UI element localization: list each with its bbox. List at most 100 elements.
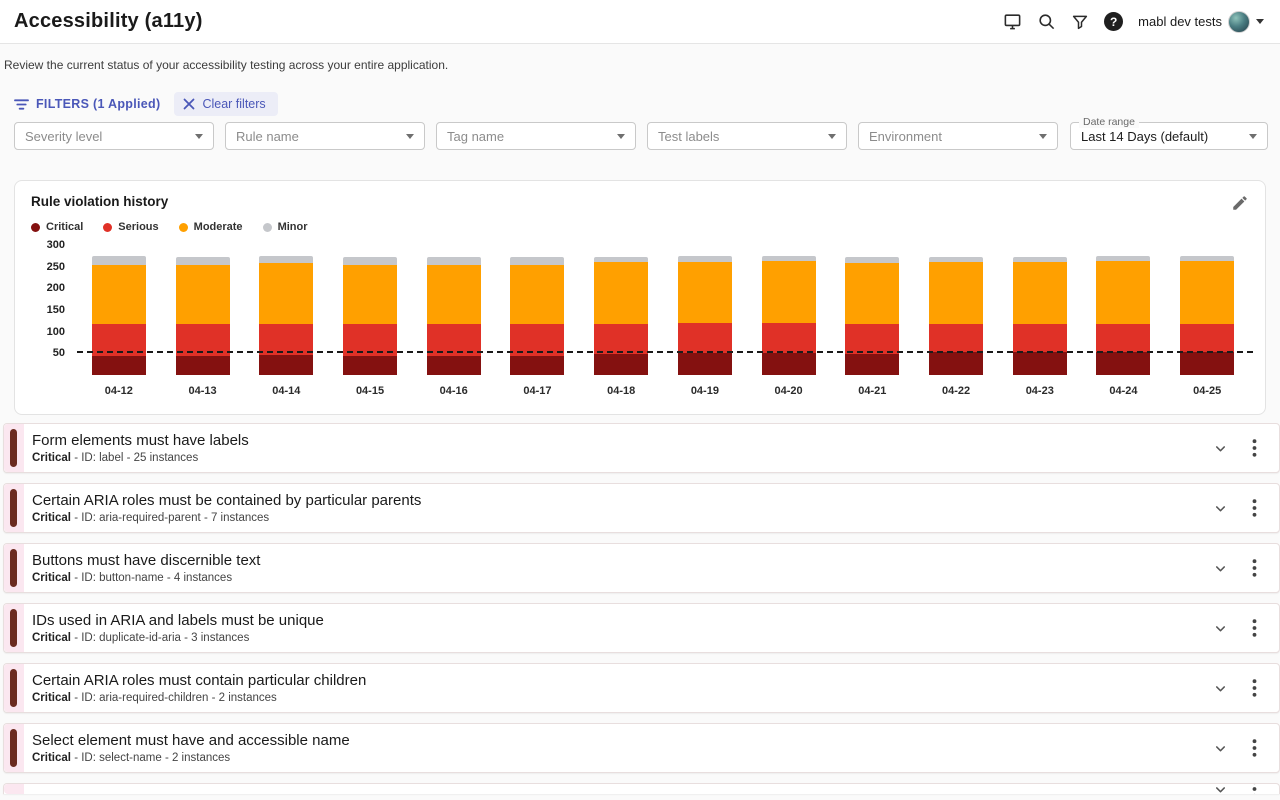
bar-segment-serious <box>426 324 481 356</box>
filter-dropdown[interactable]: Severity level <box>14 122 214 150</box>
bar-column <box>747 245 831 375</box>
violation-title: Buttons must have discernible text <box>32 552 261 569</box>
severity-label: Critical <box>32 572 71 584</box>
filters-row: FILTERS (1 Applied) Clear filters <box>14 92 1280 116</box>
bar-segment-critical <box>426 355 481 375</box>
chevron-down-icon[interactable] <box>1213 784 1228 794</box>
bar-column <box>1082 245 1166 375</box>
bar-segment-serious <box>1096 323 1151 353</box>
bar-segment-minor <box>845 256 900 264</box>
bar-segment-critical <box>1012 352 1067 375</box>
monitor-icon[interactable] <box>1003 12 1022 31</box>
bar-segment-critical <box>929 352 984 375</box>
stacked-bar <box>343 256 398 375</box>
bar-segment-serious <box>845 323 900 355</box>
chart-plot <box>77 245 1253 375</box>
chevron-down-icon[interactable] <box>1213 681 1228 696</box>
kebab-menu-icon[interactable] <box>1252 739 1257 757</box>
filter-dropdown[interactable]: Environment <box>858 122 1058 150</box>
kebab-menu-icon[interactable] <box>1252 499 1257 517</box>
stacked-bar <box>677 256 732 375</box>
bar-segment-serious <box>91 324 146 356</box>
bar-segment-serious <box>510 324 565 356</box>
stacked-bar <box>259 256 314 375</box>
violation-row[interactable]: Select element must have and accessible … <box>3 723 1280 773</box>
bar-segment-serious <box>1180 323 1235 353</box>
chevron-down-icon[interactable] <box>1213 501 1228 516</box>
chart-legend: Critical Serious Moderate Minor <box>31 221 1249 233</box>
bar-segment-critical <box>1096 352 1151 375</box>
stacked-bar <box>1012 256 1067 375</box>
filters-toggle[interactable]: FILTERS (1 Applied) <box>14 97 160 111</box>
severity-strip <box>4 784 24 794</box>
x-axis: 04-12 04-13 04-14 04-15 04-16 04-17 04-18 04-19… <box>77 385 1249 397</box>
bar-segment-moderate <box>1012 261 1067 324</box>
kebab-menu-icon[interactable] <box>1252 784 1257 794</box>
chevron-down-icon[interactable] <box>1213 741 1228 756</box>
clear-filters-button[interactable]: Clear filters <box>174 92 278 116</box>
bar-segment-moderate <box>845 263 900 324</box>
chevron-down-icon <box>828 133 836 139</box>
funnel-icon[interactable] <box>1071 13 1089 31</box>
x-tick-label: 04-12 <box>104 385 133 397</box>
help-icon[interactable]: ? <box>1104 12 1124 31</box>
bar-column <box>830 245 914 375</box>
stacked-bar <box>761 255 816 375</box>
bar-segment-critical <box>677 353 732 375</box>
threshold-line <box>77 351 1253 354</box>
violation-row[interactable]: Buttons must have discernible text Criti… <box>3 543 1280 593</box>
bar-column <box>1165 245 1249 375</box>
pencil-icon[interactable] <box>1231 194 1249 212</box>
filter-list-icon <box>14 98 29 110</box>
stacked-bar <box>426 256 481 375</box>
legend-item: Moderate <box>178 221 243 233</box>
violation-meta: Critical - ID: label - 25 instances <box>32 452 199 464</box>
y-tick-label: 50 <box>52 347 65 360</box>
x-tick-label: 04-13 <box>188 385 217 397</box>
chevron-down-icon <box>617 133 625 139</box>
chevron-down-icon[interactable] <box>1213 621 1228 636</box>
filter-dropdown[interactable]: Test labels <box>647 122 847 150</box>
kebab-menu-icon[interactable] <box>1252 559 1257 577</box>
violation-row[interactable]: Certain ARIA roles must be contained by … <box>3 483 1280 533</box>
violation-meta: Critical - ID: select-name - 2 instances <box>32 752 231 764</box>
bar-segment-critical <box>594 354 649 375</box>
avatar <box>1228 10 1250 33</box>
page-description: Review the current status of your access… <box>4 58 449 72</box>
bar-segment-minor <box>259 256 314 264</box>
kebab-menu-icon[interactable] <box>1252 439 1257 457</box>
violation-row[interactable] <box>3 783 1280 794</box>
chevron-down-icon[interactable] <box>1213 441 1228 456</box>
violation-title: Certain ARIA roles must contain particul… <box>32 672 367 689</box>
bar-segment-serious <box>343 324 398 356</box>
violation-row[interactable]: Certain ARIA roles must contain particul… <box>3 663 1280 713</box>
violation-row[interactable]: IDs used in ARIA and labels must be uniq… <box>3 603 1280 653</box>
filter-dropdown[interactable]: Rule name <box>225 122 425 150</box>
bar-segment-minor <box>1096 256 1151 262</box>
x-tick-label: 04-22 <box>941 385 971 397</box>
violation-row[interactable]: Form elements must have labels Critical … <box>3 423 1280 473</box>
bar-segment-moderate <box>761 261 816 324</box>
stacked-bar <box>175 257 230 375</box>
y-tick-label: 300 <box>46 239 65 251</box>
y-axis: 50 100 150 200 250 300 <box>31 239 77 375</box>
stacked-bar <box>845 256 900 375</box>
account-menu[interactable]: mabl dev tests <box>1138 10 1264 33</box>
severity-accent-bar <box>10 489 17 527</box>
bar-segment-minor <box>175 257 230 265</box>
legend-dot-icon <box>262 222 272 232</box>
violation-title: Certain ARIA roles must be contained by … <box>32 492 422 509</box>
bar-segment-serious <box>761 323 816 354</box>
bar-segment-serious <box>677 323 732 354</box>
filter-dropdown[interactable]: Tag name <box>436 122 636 150</box>
kebab-menu-icon[interactable] <box>1252 619 1257 637</box>
severity-label: Critical <box>32 692 71 704</box>
x-tick-label: 04-23 <box>1025 385 1054 397</box>
bar-segment-serious <box>594 323 649 355</box>
bar-segment-minor <box>91 256 146 265</box>
legend-item: Critical <box>31 221 83 233</box>
search-icon[interactable] <box>1037 12 1056 31</box>
chevron-down-icon[interactable] <box>1213 561 1228 576</box>
date-range-dropdown[interactable]: Last 14 Days (default) Date range <box>1070 116 1268 150</box>
kebab-menu-icon[interactable] <box>1252 679 1257 697</box>
